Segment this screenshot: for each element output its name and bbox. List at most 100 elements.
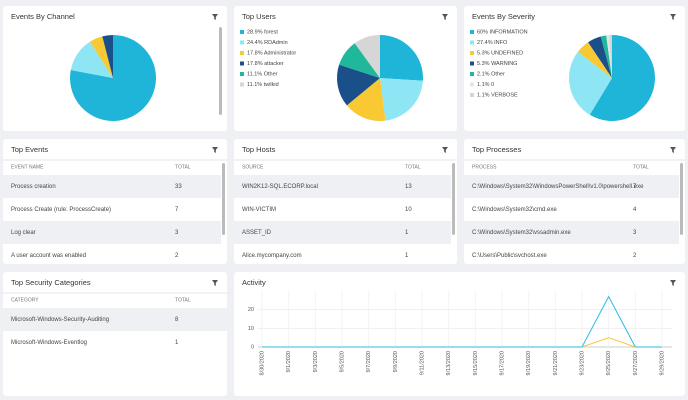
legend-swatch (470, 51, 474, 55)
panel-title: Top Users (242, 12, 276, 21)
column-header: TOTAL (175, 164, 191, 170)
scrollbar[interactable] (680, 163, 683, 235)
row-background (234, 175, 451, 198)
column-header: PROCESS (472, 164, 497, 170)
pie-slice (70, 41, 113, 78)
pie-slice (336, 64, 380, 106)
pie-slice (577, 42, 612, 78)
x-tick-label: 9/29/2020 (659, 351, 665, 375)
legend-swatch (470, 93, 474, 97)
cell: 4 (633, 207, 637, 213)
legend-label: 2.1% Other (477, 71, 505, 77)
pie-slice (600, 35, 612, 78)
filter-icon[interactable] (670, 147, 676, 153)
y-tick-label: 10 (248, 326, 254, 332)
filter-icon[interactable] (442, 14, 448, 20)
panel (464, 139, 685, 264)
column-header: CATEGORY (11, 297, 39, 303)
panel-title: Top Processes (472, 145, 521, 154)
pie-slice (354, 35, 380, 78)
cell: C:\Windows\System32\vssadmin.exe (472, 230, 571, 236)
x-tick-label: 9/23/2020 (579, 351, 585, 375)
row-background (464, 175, 679, 198)
column-header: TOTAL (175, 297, 191, 303)
column-header: TOTAL (405, 164, 421, 170)
legend-label: 24.4% RDAdmin (247, 40, 288, 46)
pie-slice (589, 35, 655, 121)
legend-label: 5.3% WARNING (477, 61, 517, 67)
cell: ASSET_ID (242, 230, 272, 236)
filter-icon[interactable] (212, 147, 218, 153)
filter-icon[interactable] (212, 14, 218, 20)
legend-label: 28.9% forest (247, 29, 278, 35)
pie-slice (588, 36, 612, 78)
column-header: EVENT NAME (11, 164, 44, 170)
scrollbar[interactable] (222, 163, 225, 235)
cell: Process creation (11, 184, 56, 190)
pie-slice (339, 43, 380, 78)
filter-icon[interactable] (670, 280, 676, 286)
x-tick-label: 9/1/2020 (286, 351, 292, 372)
cell: C:\Windows\System32\WindowsPowerShell\v1… (472, 184, 644, 190)
x-tick-label: 9/21/2020 (553, 351, 559, 375)
x-tick-label: 9/19/2020 (526, 351, 532, 375)
panel-title: Events By Severity (472, 12, 535, 21)
cell: 8 (175, 317, 179, 323)
y-tick-label: 20 (248, 307, 254, 313)
cell: 7 (175, 207, 179, 213)
y-tick-label: 0 (251, 344, 254, 350)
cell: WIN2K12-SQL.ECORP.local (242, 184, 318, 190)
column-header: SOURCE (242, 164, 264, 170)
cell: Process Create (rule: ProcessCreate) (11, 207, 111, 213)
legend-label: 11.1% Other (247, 71, 278, 77)
cell: Microsoft-Windows-Security-Auditing (11, 317, 109, 323)
row-background (3, 175, 221, 198)
row-background (234, 221, 451, 244)
pie-slice (346, 78, 386, 121)
pie-slice (380, 78, 423, 121)
scrollbar[interactable] (452, 163, 455, 235)
legend-label: 11.1% twilkid (247, 82, 279, 88)
legend-label: 1.1% 0 (477, 82, 494, 88)
column-header: TOTAL (633, 164, 649, 170)
x-tick-label: 9/27/2020 (633, 351, 639, 375)
legend-swatch (240, 61, 244, 66)
cell: 1 (175, 340, 179, 346)
legend-swatch (240, 72, 244, 76)
pie-slice (102, 35, 113, 78)
cell: 13 (405, 184, 412, 190)
cell: 33 (175, 184, 182, 190)
legend-swatch (470, 72, 474, 76)
pie-slice (380, 35, 424, 81)
panel-title: Top Hosts (242, 145, 276, 154)
cell: Log clear (11, 230, 36, 236)
filter-icon[interactable] (212, 280, 218, 286)
legend-label: 17.8% Administrator (247, 50, 296, 56)
filter-icon[interactable] (442, 147, 448, 153)
legend-swatch (470, 30, 474, 34)
panel-title: Events By Channel (11, 12, 75, 21)
legend-label: 27.4% INFO (477, 40, 508, 46)
cell: 1 (405, 230, 409, 236)
pie-slice (606, 35, 612, 78)
legend-label: 60% INFORMATION (477, 29, 528, 35)
x-tick-label: 9/13/2020 (446, 351, 452, 375)
legend-label: 5.3% UNDEFINED (477, 50, 523, 56)
cell: Alice.mycompany.com (242, 253, 302, 259)
cell: 2 (633, 253, 637, 259)
x-tick-label: 9/17/2020 (499, 351, 505, 375)
legend-label: 1.1% VERBOSE (477, 92, 518, 98)
x-tick-label: 9/11/2020 (419, 351, 425, 375)
legend-swatch (240, 40, 244, 45)
x-tick-label: 9/7/2020 (366, 351, 372, 372)
panel (234, 272, 685, 396)
cell: C:\Windows\System32\cmd.exe (472, 207, 557, 213)
series-line (262, 295, 662, 348)
x-tick-label: 9/15/2020 (473, 351, 479, 375)
cell: 10 (405, 207, 412, 213)
filter-icon[interactable] (670, 14, 676, 20)
x-tick-label: 8/30/2020 (259, 351, 265, 375)
scrollbar[interactable] (219, 27, 222, 115)
pie-slice (89, 36, 113, 78)
panel-title: Top Security Categories (11, 278, 91, 287)
